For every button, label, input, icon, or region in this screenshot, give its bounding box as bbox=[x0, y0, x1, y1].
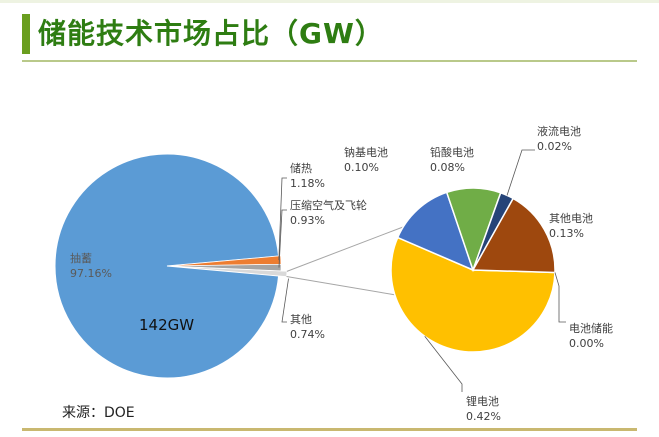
main-pie bbox=[54, 153, 288, 379]
title-divider bbox=[22, 60, 637, 62]
leader-other bbox=[281, 278, 289, 323]
label-compressed-air-flywheel: 压缩空气及飞轮 0.93% bbox=[290, 198, 367, 227]
leader-lines bbox=[278, 149, 566, 392]
data-labels: 抽蓄 97.16% 142GW 储热 1.18% 压缩空气及飞轮 0.93% 其他 0.74% 钠… bbox=[70, 124, 613, 423]
label-lithium: 锂电池 0.42% bbox=[466, 394, 501, 423]
page-title: 储能技术市场占比（GW） bbox=[38, 17, 384, 50]
label-sodium: 钠基电池 0.10% bbox=[344, 145, 388, 174]
connector-lines bbox=[286, 226, 404, 296]
leader-battery-storage bbox=[554, 272, 566, 323]
label-heat-storage: 储热 1.18% bbox=[290, 161, 325, 190]
leader-flow-battery bbox=[506, 149, 535, 196]
label-total: 142GW bbox=[139, 316, 194, 334]
breakout-slice-1 bbox=[396, 191, 475, 272]
title-accent-bar bbox=[22, 14, 30, 54]
label-other-battery: 其他电池 0.13% bbox=[549, 212, 593, 240]
breakout-slice-0 bbox=[390, 236, 556, 353]
footer-divider bbox=[22, 428, 637, 431]
leader-lithium bbox=[424, 336, 463, 392]
leader-heat-storage bbox=[278, 177, 287, 261]
source-note: 来源：DOE bbox=[62, 405, 135, 421]
label-battery-storage: 电池储能 0.00% bbox=[569, 321, 613, 350]
label-pumped-hydro: 抽蓄 97.16% bbox=[70, 251, 112, 280]
label-other: 其他 0.74% bbox=[290, 313, 325, 341]
main-slice-0 bbox=[54, 153, 280, 379]
breakout-pie bbox=[390, 187, 556, 353]
label-lead-acid: 铅酸电池 0.08% bbox=[430, 145, 474, 174]
leader-compressed-air bbox=[278, 209, 287, 268]
breakout-slice-4 bbox=[471, 197, 556, 274]
connector-line-top bbox=[286, 226, 404, 272]
label-flow-battery: 液流电池 0.02% bbox=[537, 124, 581, 153]
main-slice-3 bbox=[174, 266, 288, 277]
connector-line-bottom bbox=[286, 276, 397, 296]
top-decoration bbox=[0, 0, 659, 3]
